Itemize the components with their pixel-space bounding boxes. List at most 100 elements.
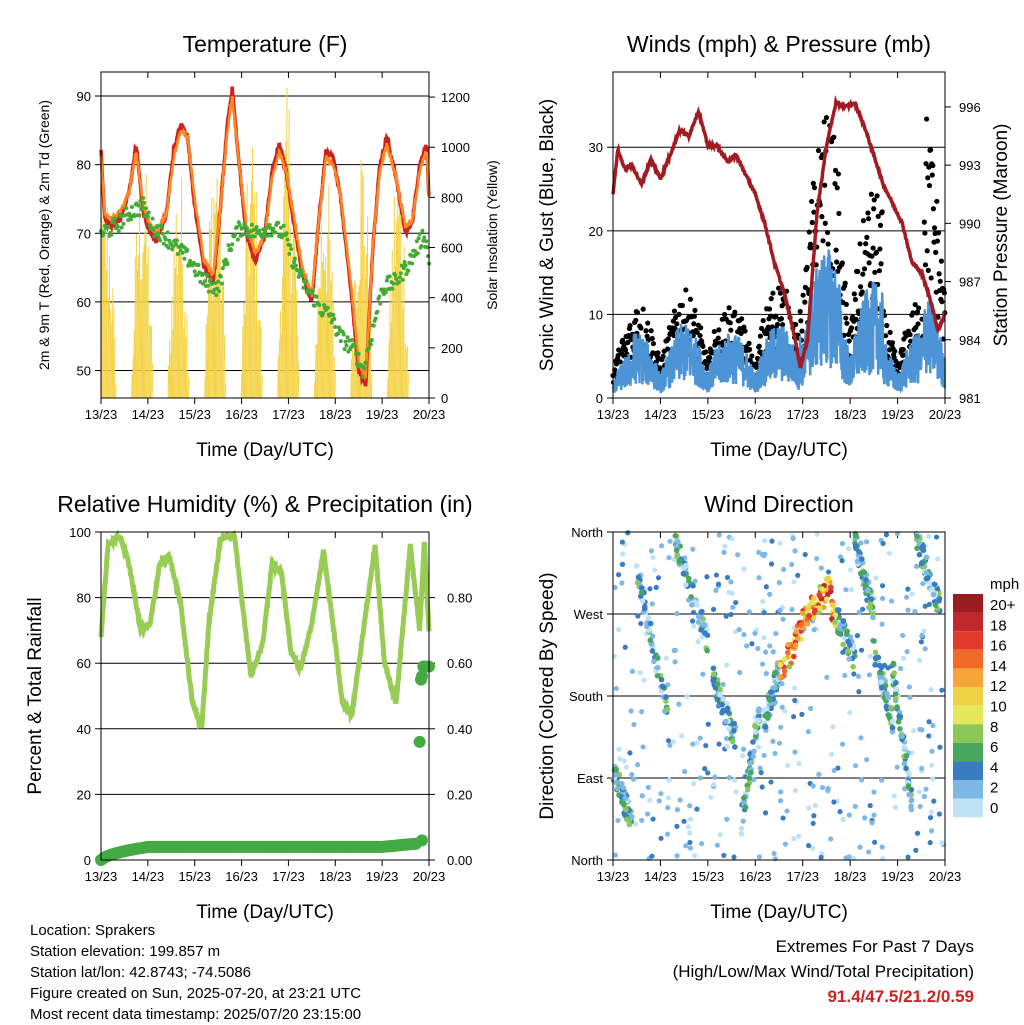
direction-point bbox=[665, 682, 671, 688]
direction-point bbox=[767, 591, 773, 597]
insolation-stroke bbox=[243, 315, 246, 399]
gust-point bbox=[798, 318, 804, 324]
direction-point bbox=[722, 718, 729, 725]
direction-point bbox=[760, 598, 766, 604]
direction-point bbox=[772, 684, 778, 691]
direction-point bbox=[891, 670, 898, 676]
direction-point bbox=[695, 614, 702, 620]
insolation-stroke bbox=[291, 255, 293, 399]
gust-point bbox=[727, 320, 733, 326]
insolation-stroke bbox=[218, 231, 220, 399]
dewpoint-point bbox=[160, 231, 165, 236]
insolation-stroke bbox=[210, 197, 213, 399]
gust-point bbox=[716, 327, 722, 333]
ytick-label: South bbox=[569, 689, 603, 704]
gust-point bbox=[857, 241, 863, 247]
direction-point bbox=[799, 610, 806, 617]
insolation-stroke bbox=[206, 315, 208, 399]
dewpoint-point bbox=[400, 277, 405, 282]
ytick-label-right: 600 bbox=[441, 241, 463, 256]
direction-point bbox=[724, 744, 730, 750]
direction-point bbox=[676, 701, 682, 707]
direction-point bbox=[664, 706, 671, 713]
gust-point bbox=[768, 313, 774, 319]
dewpoint-point bbox=[301, 285, 306, 290]
temperature-xlabel: Time (Day/UTC) bbox=[196, 440, 334, 461]
direction-point bbox=[708, 794, 714, 800]
direction-point bbox=[769, 538, 775, 544]
direction-point bbox=[883, 532, 890, 538]
direction-point bbox=[878, 664, 885, 671]
direction-point bbox=[716, 532, 722, 538]
direction-point bbox=[824, 674, 830, 680]
insolation-stroke bbox=[177, 251, 179, 399]
direction-point bbox=[908, 786, 915, 793]
direction-point bbox=[724, 700, 730, 707]
direction-point bbox=[792, 749, 798, 755]
insolation-stroke bbox=[149, 325, 151, 399]
gust-point bbox=[770, 290, 776, 296]
insolation-stroke bbox=[252, 203, 255, 399]
precip-point bbox=[415, 834, 428, 847]
direction-point bbox=[779, 681, 785, 687]
direction-point bbox=[699, 608, 705, 615]
direction-point bbox=[810, 615, 817, 621]
direction-point bbox=[856, 548, 862, 555]
direction-point bbox=[744, 643, 750, 649]
direction-point bbox=[697, 735, 703, 741]
direction-point bbox=[690, 546, 696, 552]
legend-swatch bbox=[953, 649, 983, 669]
xtick-label: 16/23 bbox=[739, 407, 772, 422]
insolation-stroke bbox=[110, 323, 113, 399]
direction-point bbox=[710, 678, 717, 684]
direction-point bbox=[750, 777, 757, 783]
direction-point bbox=[918, 560, 925, 567]
dewpoint-point bbox=[391, 281, 396, 286]
direction-point bbox=[818, 854, 824, 860]
direction-point bbox=[847, 567, 854, 573]
insolation-stroke bbox=[102, 227, 104, 399]
direction-point bbox=[878, 679, 884, 685]
dewpoint-point bbox=[206, 289, 211, 294]
dewpoint-point bbox=[417, 232, 422, 237]
insolation-stroke bbox=[242, 302, 245, 399]
dewpoint-point bbox=[378, 301, 383, 306]
direction-point bbox=[917, 726, 923, 733]
direction-point bbox=[762, 538, 768, 544]
dewpoint-point bbox=[128, 213, 133, 218]
legend-swatch bbox=[953, 780, 983, 799]
direction-point bbox=[776, 740, 783, 746]
ytick-label: 20 bbox=[589, 224, 603, 239]
gust-point bbox=[643, 328, 649, 334]
direction-point bbox=[715, 581, 722, 587]
gust-point bbox=[873, 249, 880, 255]
direction-point bbox=[913, 847, 919, 853]
direction-point bbox=[664, 831, 671, 837]
dewpoint-point bbox=[345, 335, 350, 340]
direction-point bbox=[904, 594, 910, 600]
direction-point bbox=[864, 539, 870, 545]
insolation-stroke bbox=[141, 251, 144, 399]
direction-point bbox=[864, 587, 871, 593]
gust-point bbox=[883, 333, 889, 339]
dewpoint-point bbox=[416, 236, 421, 241]
dewpoint-point bbox=[281, 223, 286, 228]
direction-point bbox=[810, 595, 817, 602]
direction-point bbox=[752, 729, 759, 735]
gust-point bbox=[799, 328, 805, 334]
direction-point bbox=[926, 719, 932, 725]
direction-point bbox=[854, 633, 860, 639]
direction-point bbox=[742, 804, 749, 811]
direction-point bbox=[720, 707, 726, 714]
direction-point bbox=[886, 550, 892, 556]
dewpoint-point bbox=[397, 280, 402, 285]
dewpoint-point bbox=[161, 241, 166, 246]
direction-point bbox=[683, 843, 689, 849]
dewpoint-point bbox=[198, 279, 203, 284]
dewpoint-point bbox=[420, 228, 425, 233]
direction-point bbox=[871, 789, 877, 795]
gust-point bbox=[832, 167, 839, 173]
gust-point bbox=[937, 278, 943, 284]
direction-point bbox=[694, 740, 700, 746]
dewpoint-point bbox=[344, 343, 349, 348]
